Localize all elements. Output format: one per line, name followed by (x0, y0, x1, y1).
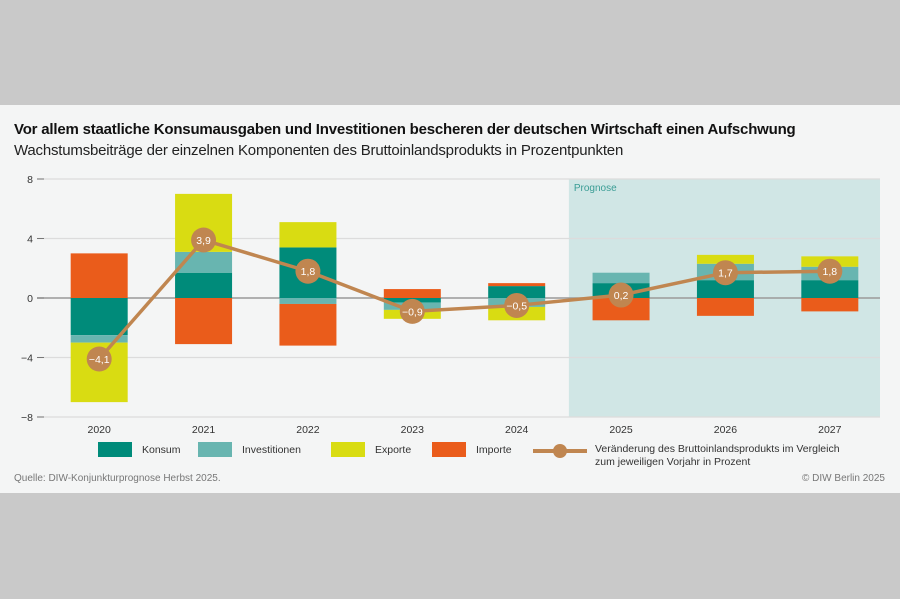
gdp-point-2027 (817, 258, 843, 284)
x-tick-label: 2025 (609, 424, 633, 436)
bar-importe-2027 (801, 298, 859, 312)
x-tick-label: 2026 (714, 424, 738, 436)
gdp-label: 1,8 (823, 266, 838, 278)
gdp-point-2026 (712, 260, 738, 286)
gdp-point-2021 (191, 227, 217, 253)
legend-konsum: Konsum (98, 442, 181, 457)
gdp-label: 3,9 (196, 235, 211, 247)
legend-label: Importe (476, 443, 512, 456)
y-tick-label: −4 (21, 353, 33, 365)
bar-konsum-2027 (801, 280, 859, 298)
y-tick-label: 8 (27, 174, 33, 186)
x-tick-label: 2024 (505, 424, 529, 436)
legend-swatch (98, 442, 132, 457)
x-tick-label: 2027 (818, 424, 842, 436)
gdp-point-2024 (504, 292, 530, 318)
chart-subtitle: Wachstumsbeiträge der einzelnen Komponen… (14, 142, 624, 159)
gdp-label: 1,8 (301, 266, 316, 278)
bar-importe-2021 (175, 298, 233, 345)
bar-exporte-2022 (279, 222, 337, 248)
bar-importe-2026 (696, 298, 754, 316)
gdp-label: 0,2 (614, 290, 629, 302)
bar-importe-2024 (488, 283, 546, 287)
legend-swatch (432, 442, 466, 457)
x-tick-label: 2020 (88, 424, 112, 436)
y-tick-label: −8 (21, 412, 33, 424)
x-tick-label: 2021 (192, 424, 216, 436)
forecast-label: Prognose (574, 183, 617, 194)
x-tick-label: 2023 (401, 424, 425, 436)
bar-konsum-2026 (696, 280, 754, 298)
legend-line-icon (533, 444, 587, 458)
bar-investitionen-2022 (279, 298, 337, 304)
y-tick-label: 0 (27, 293, 33, 305)
gdp-line (97, 237, 830, 361)
legend-exporte: Exporte (331, 442, 411, 457)
gdp-point-2020 (86, 346, 112, 372)
chart-title: Vor allem staatliche Konsumausgaben und … (14, 121, 796, 138)
gdp-label: −0,9 (402, 306, 423, 318)
source-note: Quelle: DIW-Konjunkturprognose Herbst 20… (14, 473, 221, 484)
bar-konsum-2021 (175, 272, 233, 298)
legend-bip: Veränderung des Bruttoinlandsprodukts im… (533, 443, 883, 469)
y-tick-label: 4 (27, 234, 33, 246)
bar-importe-2025 (592, 298, 650, 321)
legend-swatch (331, 442, 365, 457)
bar-importe-2022 (279, 303, 337, 346)
gdp-point-2022 (295, 258, 321, 284)
copyright: © DIW Berlin 2025 (802, 473, 885, 484)
legend-swatch (198, 442, 232, 457)
bar-investitionen-2020 (70, 335, 128, 343)
legend-investitionen: Investitionen (198, 442, 301, 457)
x-tick-label: 2022 (296, 424, 320, 436)
legend-label: Exporte (375, 443, 412, 456)
gdp-label: −0,5 (506, 300, 527, 312)
legend-label: Konsum (142, 443, 181, 456)
bar-exporte-2026 (696, 254, 754, 264)
bar-importe-2023 (383, 289, 441, 298)
bar-importe-2020 (70, 253, 128, 298)
gdp-label: 1,7 (718, 268, 733, 280)
legend-label: zum jeweiligen Vorjahr in Prozent (595, 456, 751, 468)
gdp-point-2023 (399, 298, 425, 324)
legend-label: Veränderung des Bruttoinlandsprodukts im… (595, 443, 840, 455)
gdp-label: −4,1 (89, 354, 110, 366)
legend-importe: Importe (432, 442, 512, 457)
bar-investitionen-2025 (592, 272, 650, 284)
gdp-point-2025 (608, 282, 634, 308)
bar-konsum-2020 (70, 298, 128, 336)
legend-label: Investitionen (242, 443, 301, 456)
bar-konsum-2024 (488, 286, 546, 298)
